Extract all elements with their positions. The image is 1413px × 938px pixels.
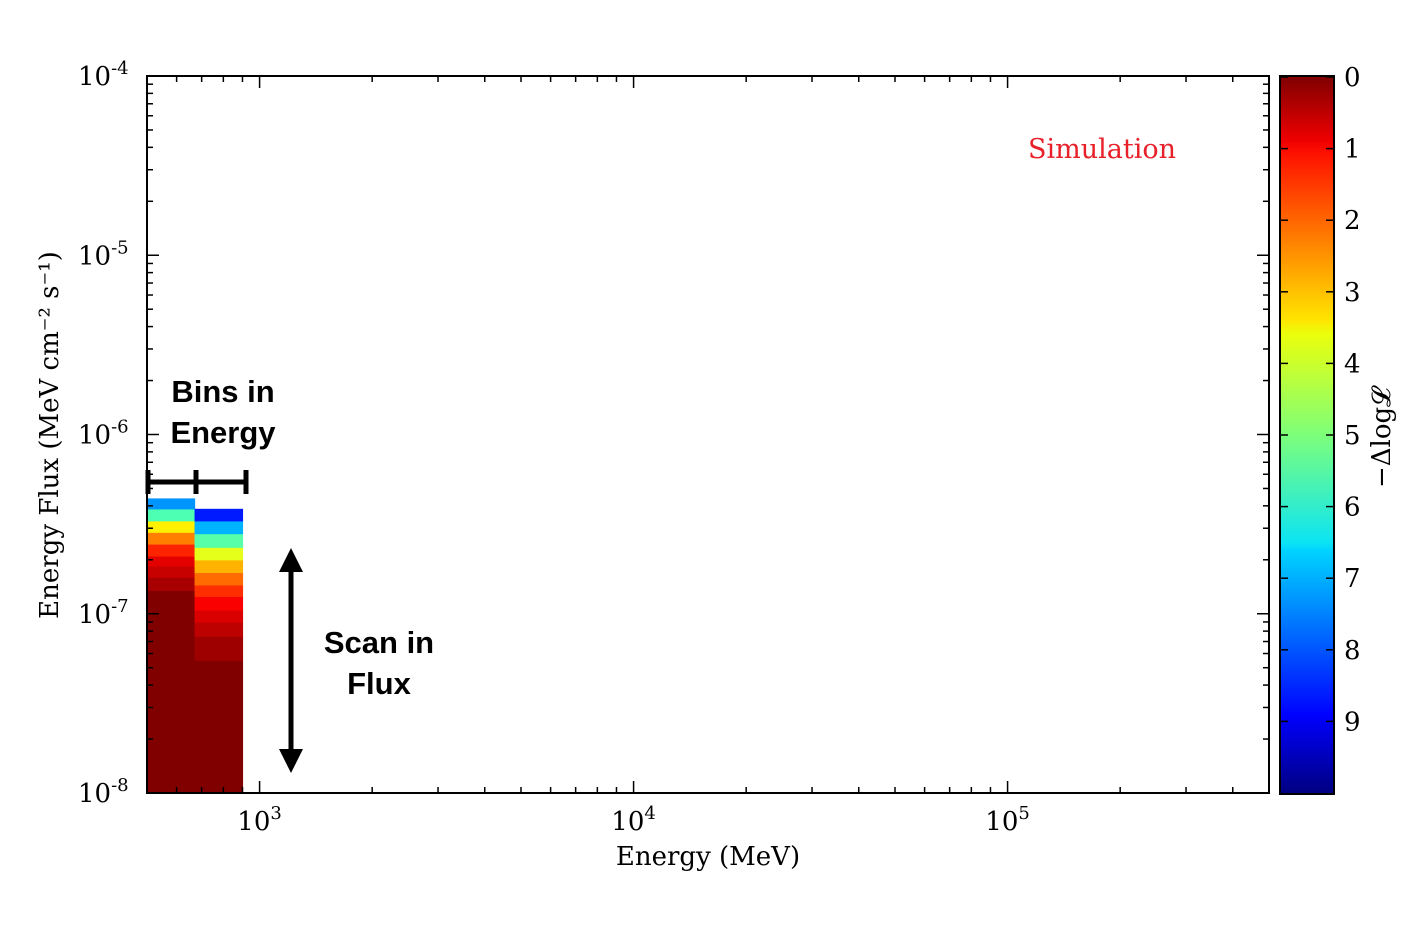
heatmap-cell xyxy=(147,565,196,578)
simulation-label: Simulation xyxy=(1028,134,1176,165)
heatmap-cell xyxy=(147,543,196,557)
heatmap-cell xyxy=(147,590,196,794)
colorbar-tick-label: 9 xyxy=(1344,707,1361,737)
y-tick-labels: 10-8 10-7 10-6 10-5 10-4 xyxy=(78,58,129,809)
likelihood-cells xyxy=(147,498,244,794)
scan-in-flux-line1: Scan in xyxy=(324,625,434,660)
colorbar-tick-label: 2 xyxy=(1344,206,1361,236)
colorbar-tick-label: 0 xyxy=(1344,63,1361,93)
heatmap-cell xyxy=(194,572,244,586)
colorbar-tick-label: 4 xyxy=(1344,349,1361,379)
heatmap-cell xyxy=(194,596,244,611)
heatmap-cell xyxy=(194,636,244,661)
y-tick-label: 10-6 xyxy=(78,417,129,451)
heatmap-cell xyxy=(194,520,244,535)
x-tick-labels: 103 104 105 xyxy=(237,803,1030,837)
heatmap-cell xyxy=(147,577,196,591)
heatmap-cell xyxy=(147,555,196,567)
heatmap-cell xyxy=(194,533,244,548)
bins-in-energy-line2: Energy xyxy=(170,415,276,450)
y-tick-label: 10-4 xyxy=(78,58,129,92)
heatmap-cell xyxy=(147,532,196,545)
x-tick-label: 105 xyxy=(985,803,1030,837)
axis-ticks xyxy=(146,76,1270,794)
flux-scan-arrow xyxy=(279,548,303,773)
x-tick-label: 104 xyxy=(611,803,656,837)
colorbar-tick-label: 8 xyxy=(1344,636,1361,666)
colorbar-tick-label: 3 xyxy=(1344,278,1361,308)
x-axis-label: Energy (MeV) xyxy=(616,842,800,872)
heatmap-cell xyxy=(194,609,244,623)
colorbar-label: −Δlog𝓛 xyxy=(1367,385,1397,488)
colorbar-tick-label: 5 xyxy=(1344,421,1361,451)
heatmap-cell xyxy=(194,660,244,794)
bins-in-energy-line1: Bins in xyxy=(171,374,274,409)
y-tick-label: 10-5 xyxy=(78,237,129,271)
heatmap-cell xyxy=(147,498,196,510)
heatmap-cell xyxy=(147,520,196,533)
heatmap-cell xyxy=(194,508,244,522)
colorbar-tick-label: 6 xyxy=(1344,493,1361,523)
heatmap-cell xyxy=(194,621,244,637)
y-axis-label: Energy Flux (MeV cm⁻² s⁻¹) xyxy=(35,251,65,619)
plot-frame xyxy=(146,75,1270,794)
y-tick-label: 10-8 xyxy=(78,775,129,809)
scan-in-flux-line2: Flux xyxy=(347,666,411,701)
heatmap-cell xyxy=(194,547,244,561)
colorbar-tick-label: 1 xyxy=(1344,135,1361,165)
colorbar xyxy=(1279,75,1335,795)
heatmap-cell xyxy=(147,508,196,522)
y-tick-label: 10-7 xyxy=(78,596,129,630)
x-tick-label: 103 xyxy=(237,803,282,837)
colorbar-tick-label: 7 xyxy=(1344,564,1361,594)
energy-bin-bracket xyxy=(145,470,249,494)
heatmap-cell xyxy=(194,584,244,597)
heatmap-cell xyxy=(194,559,244,574)
colorbar-ticks: 0 1 2 3 4 5 6 7 8 9 xyxy=(1280,63,1361,737)
